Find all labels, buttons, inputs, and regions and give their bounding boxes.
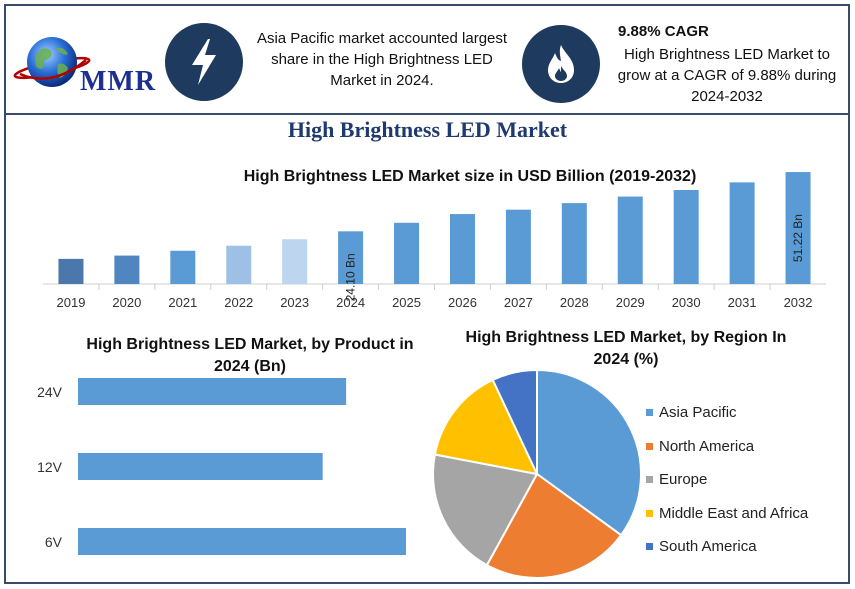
- x-tick-label: 2032: [784, 295, 813, 310]
- legend-item: South America: [646, 530, 808, 564]
- x-tick-label: 2030: [672, 295, 701, 310]
- region-chart-title: High Brightness LED Market, by Region In…: [465, 329, 787, 368]
- bar-2021: [170, 250, 196, 284]
- mmr-logo: MMR: [12, 30, 162, 100]
- x-tick-label: 2026: [448, 295, 477, 310]
- legend-swatch: [646, 476, 653, 484]
- product-chart-title: High Brightness LED Market, by Product i…: [86, 336, 414, 375]
- x-tick-label: 2027: [504, 295, 533, 310]
- x-tick-label: 2025: [392, 295, 421, 310]
- legend-item: North America: [646, 430, 808, 464]
- legend-item: Asia Pacific: [646, 396, 808, 430]
- data-label-2032: 51.22 Bn: [791, 214, 805, 262]
- legend-swatch: [646, 509, 653, 517]
- main-title: High Brightness LED Market: [287, 117, 568, 142]
- x-tick-label: 2019: [57, 295, 86, 310]
- legend-swatch: [646, 442, 653, 450]
- bar-2022: [226, 245, 252, 284]
- header-note-cagr: High Brightness LED Market to grow at a …: [617, 46, 837, 105]
- x-tick-label: 2028: [560, 295, 589, 310]
- x-tick-label: 2023: [280, 295, 309, 310]
- globe-icon: [13, 37, 91, 87]
- x-tick-label: 2020: [112, 295, 141, 310]
- bar-2032: [785, 172, 811, 284]
- x-tick-label: 2022: [224, 295, 253, 310]
- x-tick-label: 2024: [336, 295, 365, 310]
- bar-2027: [505, 209, 531, 284]
- bar-2026: [449, 214, 475, 284]
- legend-label: South America: [659, 538, 757, 556]
- legend-label: Asia Pacific: [659, 404, 737, 422]
- bar-2028: [561, 203, 587, 284]
- legend-label: Europe: [659, 471, 708, 489]
- infographic-frame: [4, 4, 850, 584]
- market-size-chart-title: High Brightness LED Market size in USD B…: [243, 168, 697, 185]
- data-label-2024: 24.10 Bn: [344, 253, 358, 301]
- legend-swatch: [646, 543, 653, 551]
- header-note-asia-pacific: Asia Pacific market accounted largest sh…: [256, 30, 508, 89]
- legend-item: Middle East and Africa: [646, 497, 808, 531]
- legend-item: Europe: [646, 463, 808, 497]
- legend-swatch: [646, 409, 653, 417]
- legend-label: North America: [659, 437, 755, 455]
- bar-2030: [673, 190, 699, 284]
- x-tick-label: 2029: [616, 295, 645, 310]
- bar-2019: [58, 258, 84, 284]
- legend-label: Middle East and Africa: [659, 504, 809, 522]
- x-tick-label: 2031: [728, 295, 757, 310]
- flame-icon: [522, 25, 600, 103]
- bar-2025: [394, 222, 420, 284]
- header-separator: [6, 113, 848, 115]
- bar-2024: [338, 231, 364, 284]
- bar-2031: [729, 182, 755, 284]
- logo-text: MMR: [80, 66, 157, 97]
- cagr-title: 9.88% CAGR: [618, 23, 709, 40]
- region-legend: Asia Pacific North America Europe Middle Ea…: [646, 396, 808, 564]
- bar-2023: [282, 239, 308, 284]
- bar-2029: [617, 196, 643, 284]
- lightning-bolt-icon: [165, 23, 243, 101]
- bar-2020: [114, 255, 140, 284]
- x-tick-label: 2021: [168, 295, 197, 310]
